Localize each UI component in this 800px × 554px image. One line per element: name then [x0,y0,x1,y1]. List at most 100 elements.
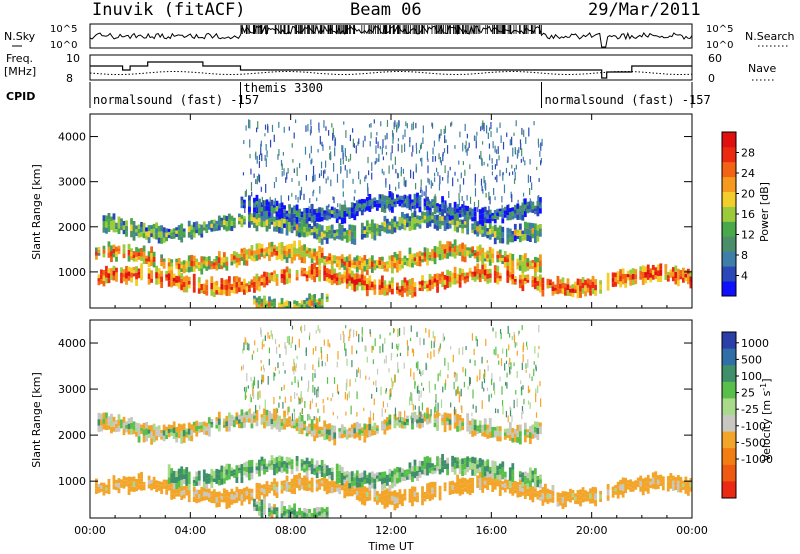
data-cell [253,411,256,416]
data-cell [293,209,296,214]
data-cell [368,285,372,291]
noise-cell [428,178,430,185]
noise-cell [260,140,262,147]
data-cell [205,478,209,484]
noise-cell [409,338,412,342]
data-cell [182,287,186,293]
data-cell [95,483,98,489]
noise-cell [298,180,300,186]
data-cell [516,265,520,270]
noise-cell [465,145,467,153]
data-cell [403,469,407,474]
data-cell [453,463,457,469]
data-cell [253,276,256,282]
data-cell [538,430,542,435]
data-cell [313,514,317,518]
colorbar-swatch [722,221,736,237]
noise-cell [416,362,418,371]
data-cell [107,420,111,426]
data-cell [300,466,304,471]
data-cell [215,265,219,271]
data-cell [473,419,477,425]
noise-cell [308,334,311,340]
data-cell [516,214,520,220]
data-cell [348,431,352,435]
data-cell [202,487,206,492]
data-cell [152,484,156,490]
data-cell [300,414,304,422]
data-cell [345,207,349,211]
data-cell [97,249,101,253]
data-cell [501,261,505,265]
data-cell [265,219,269,226]
noise-cell [525,369,527,373]
data-cell [471,208,475,213]
data-cell [481,428,485,433]
data-cell [325,472,329,477]
data-cell [338,276,342,281]
data-cell [175,489,179,494]
noise-cell [392,381,394,387]
data-cell [401,199,404,204]
noise-cell [455,389,457,396]
data-cell [177,282,181,289]
data-cell [385,494,389,502]
noise-cell [285,177,287,183]
data-cell [280,467,284,474]
noise-cell [416,386,419,394]
data-cell [335,470,339,478]
data-cell [533,468,537,475]
data-cell [308,480,312,484]
data-cell [115,267,118,273]
data-cell [265,303,269,307]
data-cell [656,270,660,277]
data-cell [315,460,319,467]
data-cell [403,496,407,501]
data-cell [559,493,562,498]
data-cell [591,275,595,283]
data-cell [481,487,485,493]
data-cell [671,271,675,277]
noise-cell [359,179,361,185]
data-cell [207,488,211,493]
velocity-heatmap [95,324,693,518]
noise-cell [362,140,364,148]
noise-cell [537,195,539,202]
noise-cell [327,176,329,181]
noise-cell [384,135,386,141]
data-cell [313,429,317,436]
data-cell [320,513,324,518]
data-cell [508,271,512,275]
noise-cell [511,136,513,146]
noise-cell [384,409,387,413]
data-cell [443,485,447,489]
data-cell [303,420,307,425]
noise-cell [434,156,437,162]
data-cell [468,207,472,212]
data-cell [526,434,530,438]
noise-cell [400,171,402,177]
data-cell [516,481,520,488]
data-cell [461,248,465,256]
data-cell [315,472,319,479]
noise-cell [500,332,502,340]
data-cell [135,427,138,432]
noise-cell [533,368,535,377]
data-cell [365,290,369,297]
data-cell [255,409,259,416]
noise-cell [437,402,439,412]
data-cell [436,246,439,251]
noise-cell [292,159,294,163]
data-cell [433,273,437,279]
data-cell [253,212,256,218]
nsearch-label: N.Search [745,30,795,43]
data-cell [310,430,314,437]
data-cell [674,271,678,279]
data-cell [401,223,404,230]
data-cell [358,203,362,208]
data-cell [456,273,460,278]
noise-cell [472,389,474,399]
data-cell [290,510,294,515]
data-cell [155,222,159,229]
data-cell [180,223,184,230]
